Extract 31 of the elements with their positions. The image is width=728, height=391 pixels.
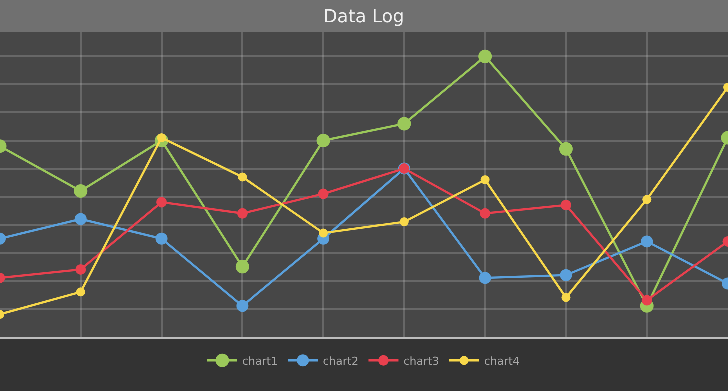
point	[156, 232, 168, 245]
point	[74, 184, 88, 198]
point	[316, 134, 330, 148]
legend-label: chart4	[484, 354, 520, 368]
point	[560, 269, 572, 282]
point	[236, 260, 250, 274]
point	[238, 172, 248, 182]
point	[560, 200, 572, 210]
point	[236, 300, 249, 312]
point	[319, 228, 328, 238]
point	[237, 208, 248, 219]
point	[76, 288, 86, 297]
legend-label: chart2	[323, 354, 359, 368]
point	[156, 197, 168, 208]
point	[480, 208, 491, 219]
point	[641, 236, 654, 248]
point	[400, 218, 409, 227]
legend-label: chart1	[242, 354, 278, 368]
chart-title: Data Log	[324, 6, 404, 28]
point	[562, 293, 571, 302]
point	[480, 176, 490, 185]
point	[398, 117, 412, 131]
point	[642, 295, 652, 306]
point	[642, 195, 652, 204]
point	[318, 188, 329, 200]
point	[479, 272, 492, 284]
point	[76, 264, 86, 275]
point	[559, 142, 573, 156]
point	[478, 50, 492, 64]
legend-label: chart3	[404, 354, 440, 368]
point	[74, 213, 87, 226]
